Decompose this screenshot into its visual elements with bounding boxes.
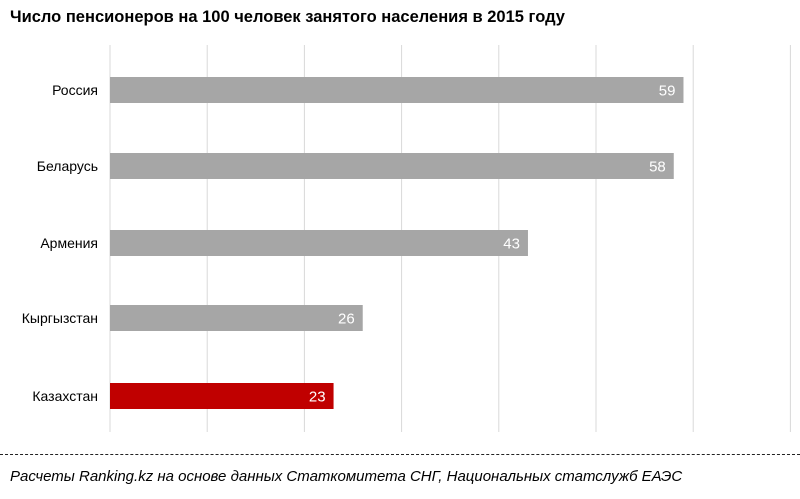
data-label-3: 26 (338, 311, 355, 328)
data-label-1: 58 (649, 159, 666, 176)
source-note: Расчеты Ranking.kz на основе данных Стат… (10, 468, 683, 485)
data-label-2: 43 (503, 236, 520, 253)
bar-chart: 59 Россия 58 Беларусь 43 Армения 26 Кыргызстан 2… (22, 45, 791, 432)
labels: 59 Россия 58 Беларусь 43 Армения 26 Кыргызстан 2… (22, 82, 676, 406)
bar-4 (110, 383, 334, 409)
footer-divider (0, 454, 800, 455)
bar-0 (110, 77, 684, 103)
category-label-2: Армения (40, 235, 98, 251)
category-label-0: Россия (52, 82, 98, 98)
bar-1 (110, 153, 674, 179)
category-label-4: Казахстан (32, 388, 98, 404)
bar-3 (110, 305, 363, 331)
chart-title: Число пенсионеров на 100 человек занятог… (10, 8, 565, 26)
data-label-0: 59 (659, 83, 676, 100)
bars (110, 77, 684, 409)
category-label-3: Кыргызстан (22, 310, 98, 326)
bar-2 (110, 230, 528, 256)
category-label-1: Беларусь (37, 158, 98, 174)
data-label-4: 23 (309, 389, 326, 406)
